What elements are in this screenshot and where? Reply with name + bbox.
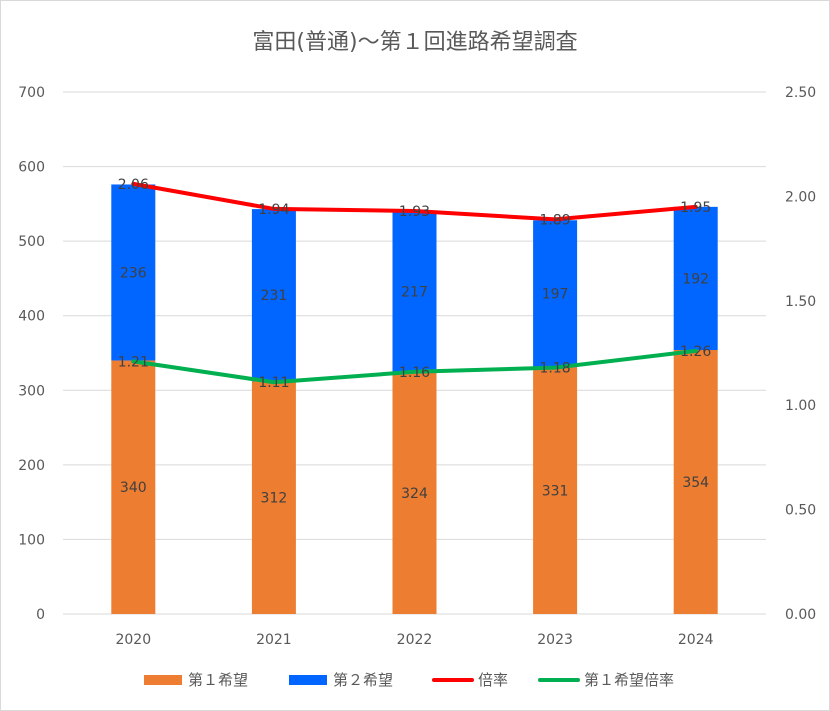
line-value-label: 2.06: [118, 177, 149, 193]
right-tick-label: 1.50: [785, 294, 816, 310]
bar: [111, 360, 156, 614]
right-tick-label: 2.50: [785, 85, 816, 101]
bar-value-label: 312: [261, 491, 288, 507]
line-value-label: 1.21: [118, 354, 149, 370]
left-tick-label: 400: [18, 309, 45, 325]
legend-swatch: [144, 675, 182, 685]
bar-value-label: 192: [682, 271, 709, 287]
bar: [533, 367, 578, 614]
bar-value-label: 236: [120, 265, 147, 281]
right-tick-label: 1.00: [785, 398, 816, 414]
bar: [251, 209, 296, 382]
left-tick-label: 500: [18, 234, 45, 250]
legend-label: 倍率: [478, 671, 508, 689]
line-value-label: 1.11: [258, 375, 289, 391]
chart-title: 富田(普通)～第１回進路希望調査: [252, 30, 577, 55]
x-tick-label: 2021: [256, 632, 292, 648]
bar: [673, 206, 718, 351]
left-axis: 0 100 200 300 400 500 600 700: [18, 85, 45, 623]
x-tick-label: 2022: [397, 632, 433, 648]
legend-swatch: [289, 675, 327, 685]
right-tick-label: 0.00: [785, 607, 816, 623]
line-value-label: 1.18: [540, 361, 571, 377]
bar-value-label: 217: [401, 284, 428, 300]
lines: [131, 181, 698, 385]
line-value-label: 1.95: [680, 200, 711, 216]
line-value-label: 1.16: [399, 365, 430, 381]
left-tick-label: 700: [18, 85, 45, 101]
bar: [533, 220, 578, 368]
line-series: [131, 181, 698, 222]
legend-label: 第１希望: [188, 671, 248, 689]
right-axis: 0.00 0.50 1.00 1.50 2.00 2.50: [785, 85, 816, 623]
legend-label: 第１希望倍率: [584, 671, 674, 689]
line-series: [131, 348, 698, 385]
x-tick-label: 2020: [115, 632, 151, 648]
bar-value-label: 354: [682, 475, 709, 491]
x-tick-label: 2024: [678, 632, 714, 648]
bar-value-label: 340: [120, 480, 147, 496]
bar-value-label: 231: [261, 288, 288, 304]
left-tick-label: 600: [18, 160, 45, 176]
bar-value-label: 324: [401, 486, 428, 502]
bar: [392, 372, 437, 614]
bar: [392, 210, 437, 373]
right-tick-label: 0.50: [785, 503, 816, 519]
left-tick-label: 300: [18, 383, 45, 399]
x-tick-label: 2023: [537, 632, 573, 648]
left-tick-label: 100: [18, 532, 45, 548]
line-value-label: 1.93: [399, 204, 430, 220]
bar-value-label: 197: [542, 287, 569, 303]
line-value-label: 1.94: [258, 202, 289, 218]
bar: [111, 184, 156, 361]
legend-label: 第２希望: [333, 671, 393, 689]
left-tick-label: 200: [18, 458, 45, 474]
bar-value-label: 331: [542, 484, 569, 500]
x-axis: 2020 2021 2022 2023 2024: [115, 632, 713, 648]
line-value-label: 1.89: [540, 212, 571, 228]
bar: [251, 381, 296, 614]
legend[interactable]: 第１希望 第２希望 倍率 第１希望倍率: [144, 671, 674, 689]
right-tick-label: 2.00: [785, 189, 816, 205]
line-value-label: 1.26: [680, 344, 711, 360]
bars: [111, 184, 718, 614]
left-tick-label: 0: [36, 607, 45, 623]
bar: [673, 350, 718, 614]
data-labels: 340 312 324 331 354 236 231 217 197 192 2.06 1.94 1.…: [118, 177, 712, 507]
